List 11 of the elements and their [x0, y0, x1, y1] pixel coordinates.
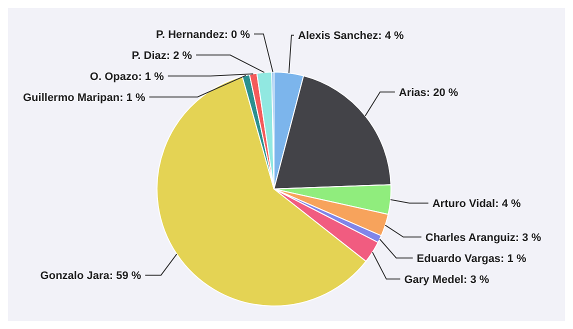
slice-label: P. Diaz: 2 % — [132, 50, 192, 62]
slice-label: P. Hernandez: 0 % — [156, 28, 250, 41]
slice-label: Gary Medel: 3 % — [404, 274, 490, 286]
slice-label: Eduardo Vargas: 1 % — [416, 252, 526, 265]
slice-label: Guillermo Maripan: 1 % — [23, 92, 146, 104]
slice-label: Arturo Vidal: 4 % — [432, 198, 521, 210]
slice-label: Arias: 20 % — [398, 86, 458, 99]
slice-label: Alexis Sanchez: 4 % — [298, 30, 404, 42]
slice-label: Charles Aranguiz: 3 % — [425, 232, 542, 244]
slice-label: O. Opazo: 1 % — [90, 70, 164, 83]
slice-label: Gonzalo Jara: 59 % — [40, 270, 142, 282]
